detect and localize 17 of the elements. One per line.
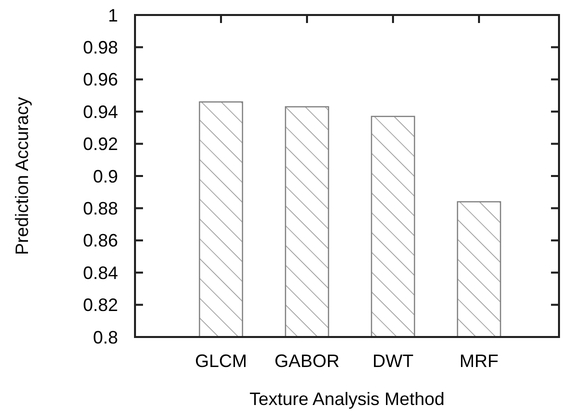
y-tick-label: 0.94 [82,102,118,122]
y-tick-label: 1 [108,5,118,26]
y-axis-title: Prediction Accuracy [12,96,32,256]
y-tick-label: 0.96 [82,70,118,90]
x-tick-label: GLCM [194,351,248,371]
y-tick-label: 0.88 [82,198,118,218]
x-tick-label: GABOR [274,351,340,371]
y-tick-label: 0.84 [82,262,118,283]
y-tick-label: 0.92 [82,134,118,154]
y-tick-label: 0.86 [82,230,118,251]
x-axis-title: Texture Analysis Method [249,389,445,409]
y-tick-label: 0.8 [92,327,118,348]
x-tick-label: MRF [460,351,498,371]
y-tick-label: 0.82 [82,295,118,316]
y-tick-label: 0.98 [82,38,118,58]
x-tick-label: DWT [372,351,414,371]
y-tick-label: 0.9 [92,166,118,186]
